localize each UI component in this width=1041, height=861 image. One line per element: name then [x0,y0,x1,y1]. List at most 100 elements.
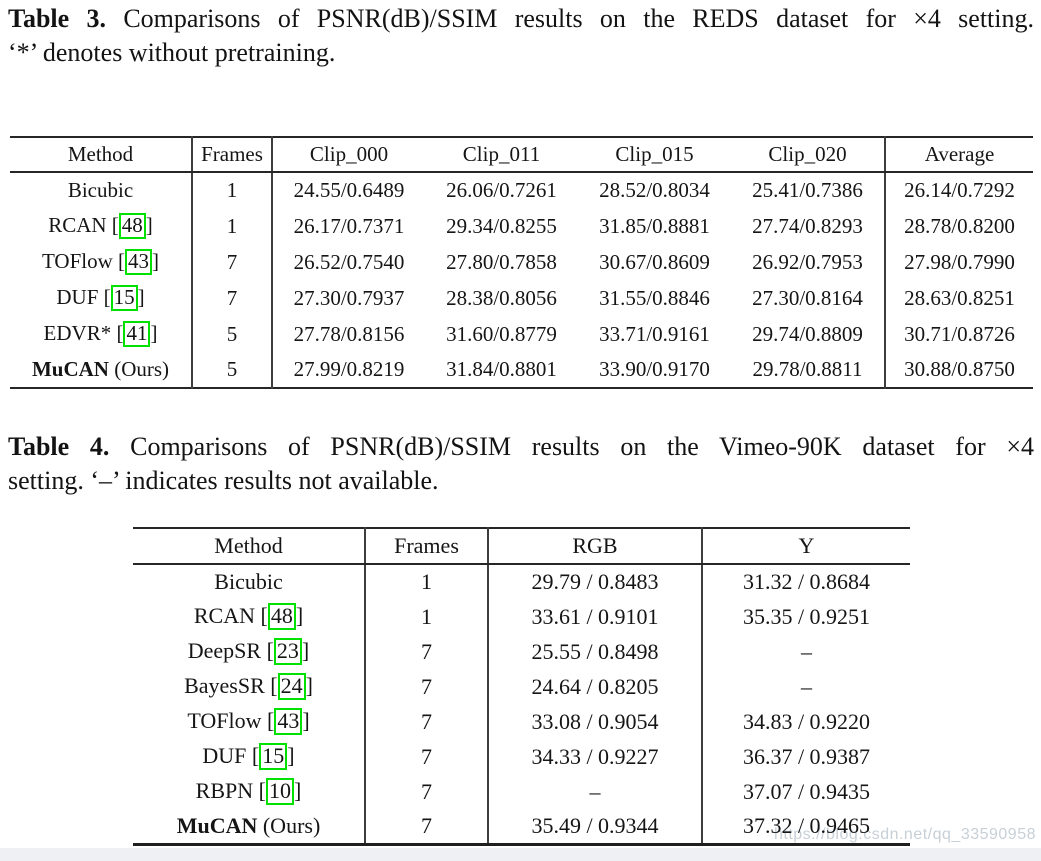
value-cell: 37.07 / 0.9435 [701,774,910,809]
bottom-strip [0,848,1041,861]
table-row: EDVR* [41] 5 27.78/0.8156 31.60/0.8779 33.71… [10,316,1033,352]
table3: Method Frames Clip_000 Clip_011 Clip_015 Clip… [10,136,1033,389]
value-cell: 27.99/0.8219 [271,352,425,388]
value-cell: 31.55/0.8846 [599,285,710,310]
method-name: TOFlow [41,249,113,274]
table3-caption-line2: ‘*’ denotes without pretraining. [8,38,336,67]
citation-link[interactable]: 10 [265,778,294,805]
table4-caption-label: Table 4. [8,432,110,461]
value-cell: 26.14/0.7292 [884,172,1033,208]
table-row: BayesSR [24] 7 24.64 / 0.8205– [133,669,910,704]
value-cell: 34.33 / 0.9227 [487,739,702,774]
frames-cell: 1 [191,172,272,208]
frames-cell: 5 [191,316,272,352]
frames-cell: 1 [191,208,272,244]
method-cell: DUF [15] [56,285,145,311]
citation-link[interactable]: 48 [118,213,146,239]
frames-cell: 7 [191,280,272,316]
value-cell: 29.74/0.8809 [752,321,863,346]
table-row: RCAN [48] 1 33.61 / 0.9101 35.35 / 0.9251 [133,599,910,634]
citation-link[interactable]: 48 [267,603,296,630]
value-cell: 27.30/0.7937 [271,280,425,316]
method-name: DUF [202,743,247,769]
column-header: Clip_011 [425,137,578,173]
citation-link[interactable]: 15 [110,285,138,311]
frames-cell: 7 [364,704,488,739]
table4-caption-line1: Table 4. Comparisons of PSNR(dB)/SSIM re… [8,430,1034,464]
value-cell: 25.55 / 0.8498 [487,634,702,669]
frames-cell: 7 [364,634,488,669]
column-header: Y [701,528,910,565]
value-cell: 29.79 / 0.8483 [487,564,702,599]
value-cell: 30.71/0.8726 [884,316,1033,352]
citation-link[interactable]: 24 [277,673,306,700]
method-name: MuCAN [176,812,258,838]
header-row: Method Frames RGB Y [133,528,910,565]
value-cell: 37.32 / 0.9465 [701,809,910,844]
method-name: RBPN [195,778,254,804]
method-cell: BayesSR [24] [184,673,313,700]
value-cell: 26.06/0.7261 [446,178,557,202]
results-table: Method Frames Clip_000 Clip_011 Clip_015 Clip… [10,136,1033,389]
method-name: Bicubic [67,178,134,202]
frames-cell: 7 [364,774,488,809]
citation-link[interactable]: 41 [123,321,151,347]
value-cell: 31.32 / 0.8684 [701,564,910,599]
value-cell: 28.52/0.8034 [599,178,710,202]
table-row: Bicubic 1 24.55/0.6489 26.06/0.7261 28.52/0.… [10,172,1033,208]
column-header: Clip_000 [271,137,425,173]
method-cell: RCAN [48] [48,213,153,239]
table3-caption-line1: Table 3. Comparisons of PSNR(dB)/SSIM re… [8,2,1034,36]
value-cell: 26.92/0.7953 [752,249,863,274]
table3-caption-label: Table 3. [8,4,106,33]
value-cell: 28.38/0.8056 [446,285,557,310]
frames-cell: 5 [191,352,272,388]
method-name: DUF [56,285,99,310]
citation-link[interactable]: 43 [274,708,303,735]
method-name: RCAN [48,213,107,238]
value-cell: 31.85/0.8881 [599,213,710,238]
value-cell: 28.63/0.8251 [884,280,1033,316]
value-cell: 27.78/0.8156 [271,316,425,352]
value-cell: 36.37 / 0.9387 [701,739,910,774]
citation-link[interactable]: 15 [259,743,288,770]
value-cell: 33.71/0.9161 [599,321,710,346]
frames-cell: 1 [364,564,488,599]
citation-link[interactable]: 43 [125,249,153,275]
value-cell: 33.90/0.9170 [599,357,710,381]
frames-cell: 7 [191,244,272,280]
value-cell: 25.41/0.7386 [752,178,863,202]
method-cell: DUF [15] [202,743,295,770]
value-cell: 27.80/0.7858 [446,249,557,274]
table-row: RBPN [10] 7–37.07 / 0.9435 [133,774,910,809]
method-suffix: (Ours) [108,357,170,381]
method-cell: EDVR* [41] [43,321,158,347]
column-header: Frames [191,137,272,173]
value-cell: 27.74/0.8293 [752,213,863,238]
value-cell: 35.49 / 0.9344 [487,809,702,844]
value-cell: 27.98/0.7990 [884,244,1033,280]
method-cell: RCAN [48] [193,603,304,630]
column-header: Frames [364,528,488,565]
value-cell: 33.08 / 0.9054 [487,704,702,739]
table4-caption-text: Comparisons of PSNR(dB)/SSIM results on … [130,432,1034,461]
table-row: Bicubic 1 29.79 / 0.8483 31.32 / 0.8684 [133,564,910,599]
value-cell: 29.78/0.8811 [752,357,863,381]
value-cell: 34.83 / 0.9220 [701,704,910,739]
method-name: RCAN [193,603,255,629]
column-header: Method [133,528,365,565]
method-cell: MuCAN (Ours) [133,809,365,844]
table-row: MuCAN (Ours) 7 35.49 / 0.9344 37.32 / 0.946… [133,809,910,844]
method-name: TOFlow [187,708,262,734]
method-cell: Bicubic [10,172,192,208]
table-row: DUF [15] 7 27.30/0.7937 28.38/0.8056 31.55/0… [10,280,1033,316]
table3-caption-text: Comparisons of PSNR(dB)/SSIM results on … [123,4,1034,33]
method-cell: DeepSR [23] [187,638,310,665]
value-cell: – [487,774,702,809]
citation-link[interactable]: 23 [273,638,302,665]
column-header: Method [10,137,192,173]
table-row: TOFlow [43] 7 26.52/0.7540 27.80/0.7858 30.6… [10,244,1033,280]
frames-cell: 7 [364,739,488,774]
method-name: MuCAN [31,357,109,381]
frames-cell: 7 [364,669,488,704]
